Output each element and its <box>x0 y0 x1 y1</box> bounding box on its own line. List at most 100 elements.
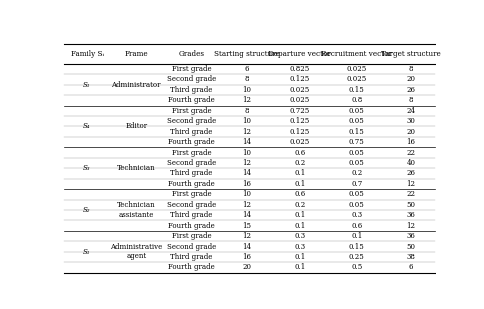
Text: 0.2: 0.2 <box>293 201 305 209</box>
Text: 14: 14 <box>242 243 251 251</box>
Text: Fourth grade: Fourth grade <box>167 263 214 271</box>
Text: 16: 16 <box>406 138 415 146</box>
Text: 0.8: 0.8 <box>350 96 362 104</box>
Text: 36: 36 <box>406 211 415 219</box>
Text: First grade: First grade <box>171 107 211 115</box>
Text: 26: 26 <box>406 86 415 94</box>
Text: Second grade: Second grade <box>166 75 215 83</box>
Text: 6: 6 <box>244 65 248 73</box>
Text: 50: 50 <box>406 201 415 209</box>
Text: 10: 10 <box>242 86 251 94</box>
Text: Departure vector: Departure vector <box>268 50 331 58</box>
Text: 22: 22 <box>406 149 415 157</box>
Text: 0.025: 0.025 <box>289 86 309 94</box>
Text: 12: 12 <box>406 180 415 188</box>
Text: Fourth grade: Fourth grade <box>167 180 214 188</box>
Text: Technician: Technician <box>117 164 155 172</box>
Text: 10: 10 <box>242 117 251 125</box>
Text: 0.1: 0.1 <box>293 263 305 271</box>
Text: 12: 12 <box>242 96 251 104</box>
Text: 12: 12 <box>242 201 251 209</box>
Text: 14: 14 <box>242 138 251 146</box>
Text: First grade: First grade <box>171 190 211 198</box>
Text: Third grade: Third grade <box>170 128 212 136</box>
Text: Recruitment vector: Recruitment vector <box>321 50 392 58</box>
Text: 0.05: 0.05 <box>348 117 364 125</box>
Text: 0.025: 0.025 <box>346 75 366 83</box>
Text: Editor: Editor <box>125 122 147 130</box>
Text: 8: 8 <box>408 65 412 73</box>
Text: Third grade: Third grade <box>170 211 212 219</box>
Text: Family Sᵢ: Family Sᵢ <box>70 50 103 58</box>
Text: 20: 20 <box>242 263 251 271</box>
Text: 30: 30 <box>406 117 415 125</box>
Text: S₂: S₂ <box>83 206 91 214</box>
Text: 0.825: 0.825 <box>289 65 309 73</box>
Text: Second grade: Second grade <box>166 243 215 251</box>
Text: 0.1: 0.1 <box>293 253 305 261</box>
Text: S₃: S₃ <box>83 164 91 172</box>
Text: 0.025: 0.025 <box>346 65 366 73</box>
Text: 8: 8 <box>244 107 248 115</box>
Text: 0.3: 0.3 <box>294 243 304 251</box>
Text: 0.125: 0.125 <box>289 117 309 125</box>
Text: Second grade: Second grade <box>166 201 215 209</box>
Text: 0.6: 0.6 <box>293 149 305 157</box>
Text: S₁: S₁ <box>83 81 91 89</box>
Text: 0.75: 0.75 <box>348 138 364 146</box>
Text: Third grade: Third grade <box>170 169 212 177</box>
Text: 14: 14 <box>242 169 251 177</box>
Text: 0.1: 0.1 <box>350 232 362 240</box>
Text: Grades: Grades <box>178 50 204 58</box>
Text: 0.1: 0.1 <box>293 180 305 188</box>
Text: S₁: S₁ <box>83 248 91 256</box>
Text: 15: 15 <box>242 222 251 230</box>
Text: First grade: First grade <box>171 149 211 157</box>
Text: Starting structure: Starting structure <box>213 50 279 58</box>
Text: Administrator: Administrator <box>111 81 161 89</box>
Text: 12: 12 <box>406 222 415 230</box>
Text: 24: 24 <box>406 107 415 115</box>
Text: 0.6: 0.6 <box>350 222 362 230</box>
Text: 10: 10 <box>242 149 251 157</box>
Text: 0.15: 0.15 <box>348 243 364 251</box>
Text: 0.05: 0.05 <box>348 201 364 209</box>
Text: 0.725: 0.725 <box>289 107 309 115</box>
Text: Third grade: Third grade <box>170 253 212 261</box>
Text: 0.1: 0.1 <box>293 211 305 219</box>
Text: 0.2: 0.2 <box>293 159 305 167</box>
Text: Frame: Frame <box>124 50 148 58</box>
Text: 0.2: 0.2 <box>350 169 362 177</box>
Text: 6: 6 <box>408 263 412 271</box>
Text: Second grade: Second grade <box>166 159 215 167</box>
Text: Fourth grade: Fourth grade <box>167 222 214 230</box>
Text: 16: 16 <box>242 180 251 188</box>
Text: 10: 10 <box>242 190 251 198</box>
Text: Second grade: Second grade <box>166 117 215 125</box>
Text: 0.1: 0.1 <box>293 169 305 177</box>
Text: 36: 36 <box>406 232 415 240</box>
Text: 0.3: 0.3 <box>294 232 304 240</box>
Text: Fourth grade: Fourth grade <box>167 96 214 104</box>
Text: First grade: First grade <box>171 232 211 240</box>
Text: 12: 12 <box>242 159 251 167</box>
Text: 0.125: 0.125 <box>289 128 309 136</box>
Text: 26: 26 <box>406 169 415 177</box>
Text: 0.15: 0.15 <box>348 128 364 136</box>
Text: 0.05: 0.05 <box>348 159 364 167</box>
Text: First grade: First grade <box>171 65 211 73</box>
Text: 0.025: 0.025 <box>289 138 309 146</box>
Text: Target structure: Target structure <box>380 50 440 58</box>
Text: 0.3: 0.3 <box>350 211 362 219</box>
Text: 0.125: 0.125 <box>289 75 309 83</box>
Text: 0.05: 0.05 <box>348 190 364 198</box>
Text: 8: 8 <box>408 96 412 104</box>
Text: 22: 22 <box>406 190 415 198</box>
Text: 20: 20 <box>406 128 415 136</box>
Text: 16: 16 <box>242 253 251 261</box>
Text: Third grade: Third grade <box>170 86 212 94</box>
Text: 0.025: 0.025 <box>289 96 309 104</box>
Text: 0.1: 0.1 <box>293 222 305 230</box>
Text: 40: 40 <box>406 159 415 167</box>
Text: S₄: S₄ <box>83 122 91 130</box>
